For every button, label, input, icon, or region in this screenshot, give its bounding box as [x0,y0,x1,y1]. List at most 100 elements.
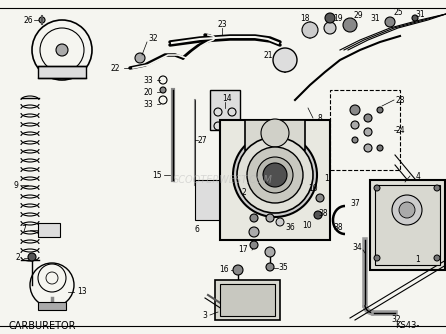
Circle shape [302,22,318,38]
Text: 2: 2 [242,187,246,196]
Circle shape [412,15,418,21]
Circle shape [250,241,258,249]
Text: 1: 1 [325,173,330,182]
Text: 14: 14 [222,94,232,103]
Circle shape [377,107,383,113]
Text: 15: 15 [152,170,162,179]
Text: 8: 8 [318,114,322,123]
Circle shape [249,193,259,203]
Text: 18: 18 [300,13,310,22]
Text: 38: 38 [333,223,343,232]
Text: 3: 3 [202,311,207,320]
Text: 4: 4 [416,171,421,180]
Text: 16: 16 [219,266,229,275]
Text: 28: 28 [395,96,405,105]
Text: 10: 10 [302,220,312,229]
Circle shape [324,22,336,34]
Circle shape [364,114,372,122]
Circle shape [434,255,440,261]
Text: 33: 33 [143,75,153,85]
Circle shape [250,214,258,222]
Bar [220,284,275,316]
Circle shape [261,119,289,147]
Text: 37: 37 [350,198,360,207]
Text: 32: 32 [148,33,158,42]
Circle shape [39,17,45,23]
Circle shape [273,48,297,72]
Circle shape [325,13,335,23]
Circle shape [350,105,360,115]
Text: 19: 19 [333,13,343,22]
Circle shape [160,87,166,93]
Text: 29: 29 [353,10,363,19]
Text: 38: 38 [318,208,328,217]
Circle shape [237,137,313,213]
Circle shape [28,253,36,261]
Circle shape [316,194,324,202]
Text: 31: 31 [370,13,380,22]
Text: 32: 32 [391,316,401,325]
Circle shape [247,147,303,203]
Circle shape [135,53,145,63]
Circle shape [377,145,383,151]
Text: 36: 36 [285,223,295,232]
Text: CARBURETOR: CARBURETOR [8,321,75,331]
Circle shape [399,202,415,218]
Bar [38,223,60,237]
Circle shape [249,227,259,237]
Bar [220,120,330,240]
Circle shape [351,121,359,129]
Bar [38,66,86,78]
Circle shape [385,17,395,27]
Circle shape [364,144,372,152]
Text: 9: 9 [13,180,18,189]
Circle shape [233,133,317,217]
Text: SCOOTERWEST.COM: SCOOTERWEST.COM [173,175,273,185]
Text: 7: 7 [21,225,26,234]
Circle shape [265,247,275,257]
Text: 1: 1 [416,256,421,265]
Bar [245,120,305,150]
Text: 10: 10 [308,183,318,192]
Text: 2: 2 [16,254,21,263]
Bar [330,90,400,170]
Text: 22: 22 [110,63,120,72]
Bar [210,90,240,130]
Bar [370,180,445,270]
Text: 17: 17 [238,245,248,255]
Circle shape [56,44,68,56]
Text: 6: 6 [194,225,199,234]
Circle shape [374,185,380,191]
Text: 27: 27 [197,136,207,145]
Bar [375,185,440,265]
Circle shape [233,265,243,275]
Text: 20: 20 [143,88,153,97]
Circle shape [434,185,440,191]
Bar [38,302,66,310]
Text: 33: 33 [143,100,153,109]
Circle shape [263,163,287,187]
Text: 26: 26 [23,15,33,24]
Circle shape [314,211,322,219]
Circle shape [257,157,293,193]
Circle shape [343,18,357,32]
Text: 35: 35 [278,264,288,273]
Text: KS43-: KS43- [395,322,419,331]
Circle shape [392,195,422,225]
Circle shape [266,191,274,199]
Circle shape [352,137,358,143]
Text: 5: 5 [277,187,282,196]
Text: 13: 13 [77,288,87,297]
Bar [215,280,280,320]
Text: 21: 21 [263,50,273,59]
Circle shape [276,218,284,226]
Circle shape [266,214,274,222]
Text: 24: 24 [395,126,405,135]
Text: 31: 31 [415,9,425,18]
Text: 25: 25 [393,7,403,16]
Text: 34: 34 [352,242,362,252]
Circle shape [374,255,380,261]
Bar [195,180,223,220]
Text: 23: 23 [217,19,227,28]
Circle shape [364,128,372,136]
